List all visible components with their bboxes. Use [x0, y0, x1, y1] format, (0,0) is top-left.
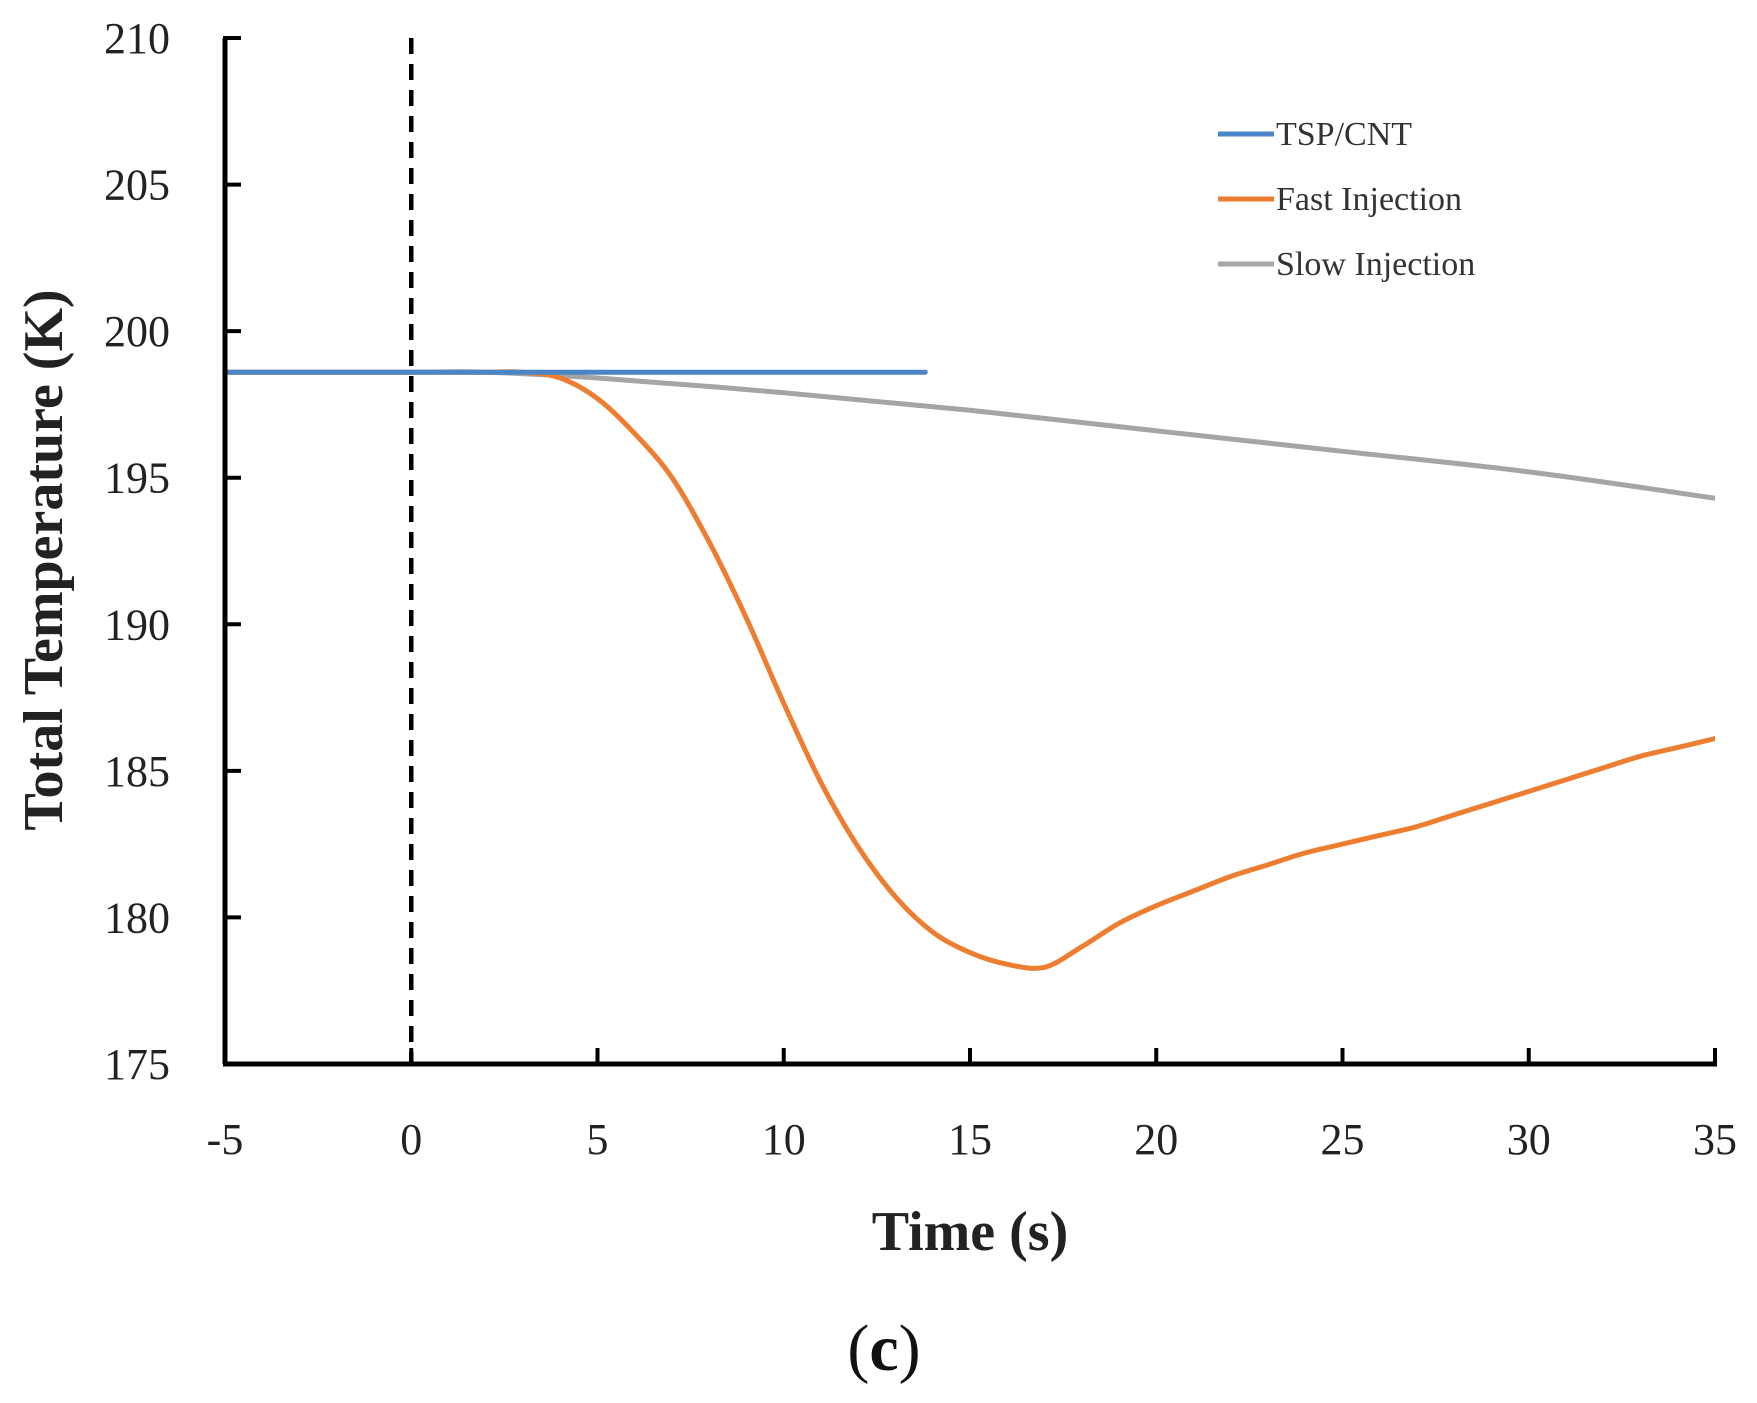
- legend-label-fast-injection: Fast Injection: [1276, 181, 1462, 218]
- x-tick-label-15: 15: [948, 1115, 992, 1164]
- tick-labels: 175 180 185 190 195 200 205 210 -5 0 5 10 15 20 25 30 35: [104, 14, 1737, 1164]
- x-tick-label-30: 30: [1507, 1115, 1551, 1164]
- legend-label-slow-injection: Slow Injection: [1276, 246, 1475, 283]
- series-line-fast-injection: [225, 369, 1715, 971]
- y-tick-label-180: 180: [104, 893, 170, 942]
- panel-label: (c): [847, 1312, 920, 1385]
- y-tick-label-195: 195: [104, 454, 170, 503]
- y-tick-label-210: 210: [104, 14, 170, 63]
- legend-label-tsp-cnt: TSP/CNT: [1276, 116, 1412, 153]
- series-line-slow-injection: [225, 369, 1715, 501]
- x-tick-label-35: 35: [1693, 1115, 1737, 1164]
- x-tick-label-10: 10: [762, 1115, 806, 1164]
- x-tick-label-5: 5: [587, 1115, 609, 1164]
- axes: [222, 36, 1717, 1067]
- panel-label-letter: c: [869, 1312, 898, 1385]
- y-tick-label-185: 185: [104, 747, 170, 796]
- y-tick-label-200: 200: [104, 307, 170, 356]
- x-tick-label--5: -5: [207, 1115, 244, 1164]
- series-layer: [225, 369, 1715, 971]
- x-tick-label-25: 25: [1321, 1115, 1365, 1164]
- x-tick-label-0: 0: [400, 1115, 422, 1164]
- legend: TSP/CNT Fast Injection Slow Injection: [1218, 116, 1475, 283]
- panel-label-close: ): [899, 1312, 921, 1385]
- y-axis-title: Total Temperature (K): [13, 289, 75, 830]
- x-tick-label-20: 20: [1134, 1115, 1178, 1164]
- y-tick-label-175: 175: [104, 1040, 170, 1089]
- y-tick-label-205: 205: [104, 161, 170, 210]
- y-tick-label-190: 190: [104, 600, 170, 649]
- x-axis-title: Time (s): [872, 1201, 1069, 1263]
- panel-label-open: (: [847, 1312, 869, 1385]
